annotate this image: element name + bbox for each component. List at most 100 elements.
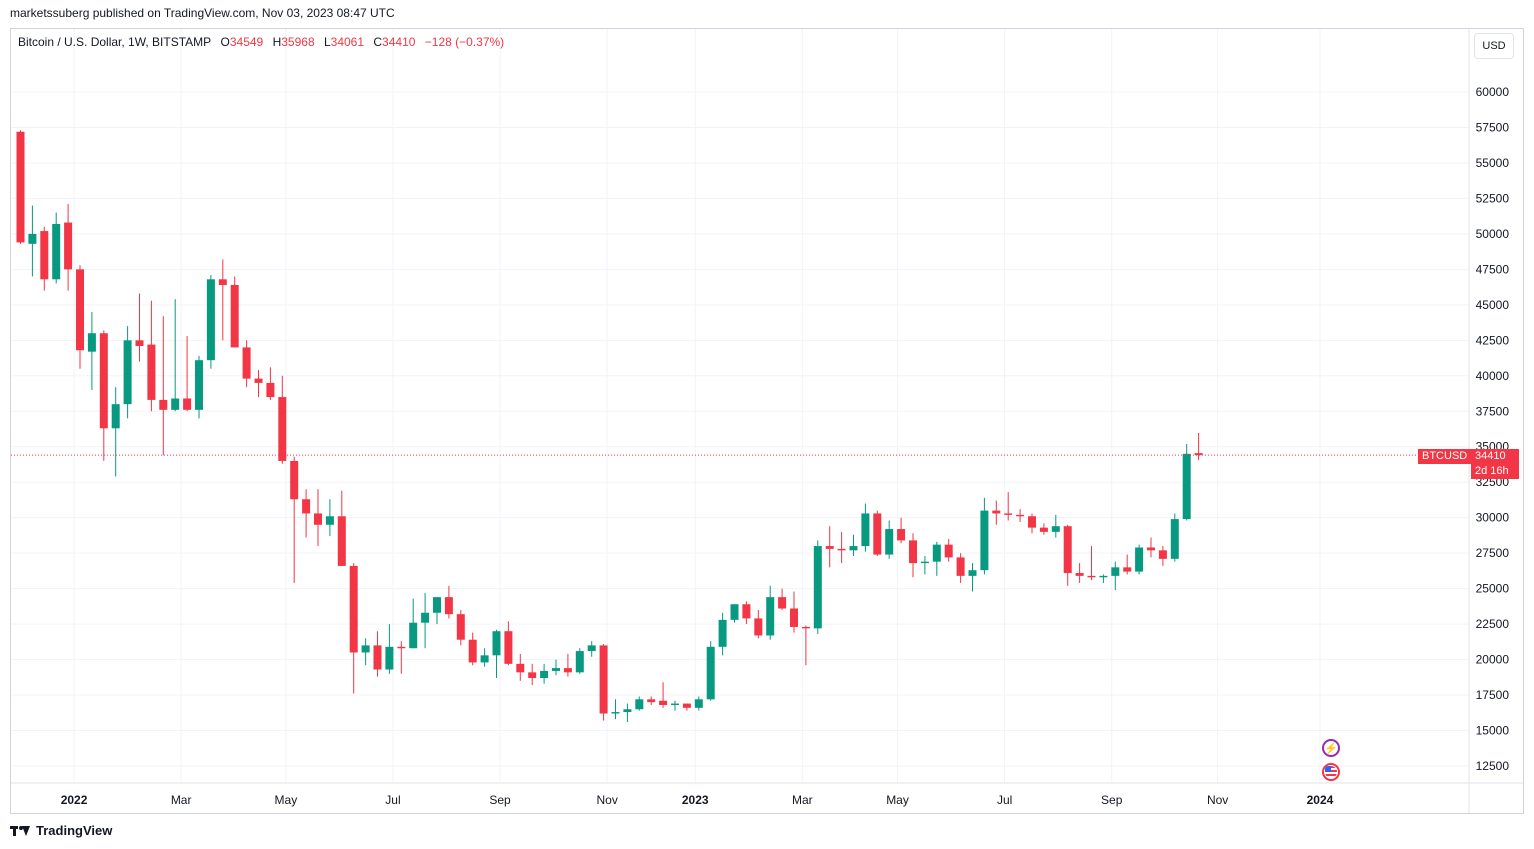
candle-body: [742, 604, 751, 619]
open-label: O: [220, 35, 230, 49]
high-value: 35968: [281, 35, 315, 49]
chart-frame[interactable]: [10, 28, 1524, 814]
candle-body: [87, 333, 96, 352]
candle-body: [873, 513, 882, 555]
currency-button[interactable]: USD: [1474, 33, 1514, 59]
x-tick-label: May: [886, 793, 909, 807]
candle-body: [718, 619, 727, 647]
candle-body: [1028, 516, 1036, 528]
candle-body: [361, 645, 370, 653]
bar-countdown-tag: 2d 16h: [1471, 464, 1519, 479]
lightning-icon[interactable]: ⚡: [1322, 739, 1340, 757]
y-tick-label: 52500: [1476, 191, 1510, 205]
candle-body: [659, 700, 668, 705]
candle-body: [563, 668, 572, 673]
low-value: 34061: [330, 35, 365, 49]
candle-body: [290, 460, 299, 500]
candle-body: [599, 645, 608, 714]
close-label: C: [373, 35, 383, 49]
tradingview-logo-icon: [10, 825, 30, 837]
us-flag-icon[interactable]: [1322, 763, 1340, 781]
candle-body: [706, 646, 715, 700]
candle-body: [1039, 527, 1048, 532]
candle-body: [575, 651, 584, 673]
candle-body: [766, 597, 775, 636]
candle-body: [337, 516, 346, 566]
candle-body: [40, 231, 49, 280]
y-tick-label: 20000: [1476, 653, 1510, 667]
candle-body: [16, 131, 25, 243]
x-tick-label: 2022: [61, 793, 88, 807]
candle-body: [528, 672, 537, 679]
candle-body: [456, 614, 465, 640]
y-tick-label: 57500: [1476, 120, 1510, 134]
candle-body: [897, 529, 906, 541]
candle-body: [849, 546, 858, 551]
close-value: 34410: [382, 35, 416, 49]
candle-body: [1075, 573, 1084, 576]
candle-body: [992, 510, 1001, 514]
y-tick-label: 45000: [1476, 298, 1510, 312]
x-tick-label: 2023: [682, 793, 709, 807]
x-tick-label: Nov: [596, 793, 617, 807]
candle-body: [218, 279, 227, 285]
last-price-tag: 34410: [1471, 449, 1519, 464]
candle-body: [1170, 519, 1179, 559]
candle-body: [349, 565, 358, 653]
candle-body: [206, 279, 215, 361]
candle-body: [1147, 547, 1155, 551]
y-tick-label: 47500: [1476, 262, 1510, 276]
candle-body: [1135, 547, 1144, 572]
tradingview-brand: TradingView: [36, 823, 113, 838]
symbol-description[interactable]: Bitcoin / U.S. Dollar, 1W, BITSTAMP: [18, 35, 212, 49]
candle-body: [754, 618, 763, 636]
y-tick-label: 12500: [1476, 759, 1510, 773]
candle-body: [682, 703, 691, 708]
x-tick-label: Jul: [997, 793, 1012, 807]
candle-body: [778, 597, 787, 609]
publisher-header: marketssuberg published on TradingView.c…: [10, 6, 395, 20]
candle-body: [980, 510, 989, 571]
candle-body: [885, 529, 894, 555]
x-tick-label: Nov: [1207, 793, 1228, 807]
candle-body: [837, 548, 846, 551]
candle-body: [909, 540, 917, 564]
candle-body: [266, 382, 275, 398]
candle-body: [242, 347, 251, 379]
y-tick-label: 50000: [1476, 227, 1510, 241]
candle-body: [1004, 513, 1013, 515]
candle-body: [76, 269, 84, 351]
candle-body: [801, 626, 810, 629]
candle-body: [920, 561, 929, 564]
x-tick-label: May: [275, 793, 298, 807]
y-tick-label: 30000: [1476, 511, 1510, 525]
symbol-price-tag: BTCUSD: [1418, 449, 1472, 464]
candle-body: [611, 712, 620, 714]
x-tick-label: 2024: [1307, 793, 1334, 807]
ohlc-legend: Bitcoin / U.S. Dollar, 1W, BITSTAMP O345…: [18, 35, 504, 49]
candle-body: [254, 378, 263, 383]
candle-body: [28, 233, 37, 244]
candle-body: [540, 670, 549, 679]
y-tick-label: 60000: [1476, 85, 1510, 99]
x-tick-label: Jul: [385, 793, 400, 807]
y-tick-label: 25000: [1476, 582, 1510, 596]
candle-body: [1182, 453, 1191, 520]
y-tick-label: 17500: [1476, 688, 1510, 702]
candle-body: [64, 222, 73, 270]
candle-body: [790, 608, 798, 627]
candle-body: [587, 645, 596, 652]
tradingview-footer[interactable]: TradingView: [10, 823, 112, 838]
x-tick-label: Mar: [792, 793, 813, 807]
candle-body: [135, 340, 144, 346]
y-tick-label: 40000: [1476, 369, 1510, 383]
candle-body: [397, 646, 406, 649]
candle-body: [314, 513, 322, 525]
candle-body: [147, 344, 156, 400]
candle-body: [480, 655, 489, 663]
candle-body: [635, 699, 644, 710]
candle-body: [694, 699, 703, 708]
candle-body: [325, 516, 334, 525]
candle-body: [813, 546, 822, 629]
